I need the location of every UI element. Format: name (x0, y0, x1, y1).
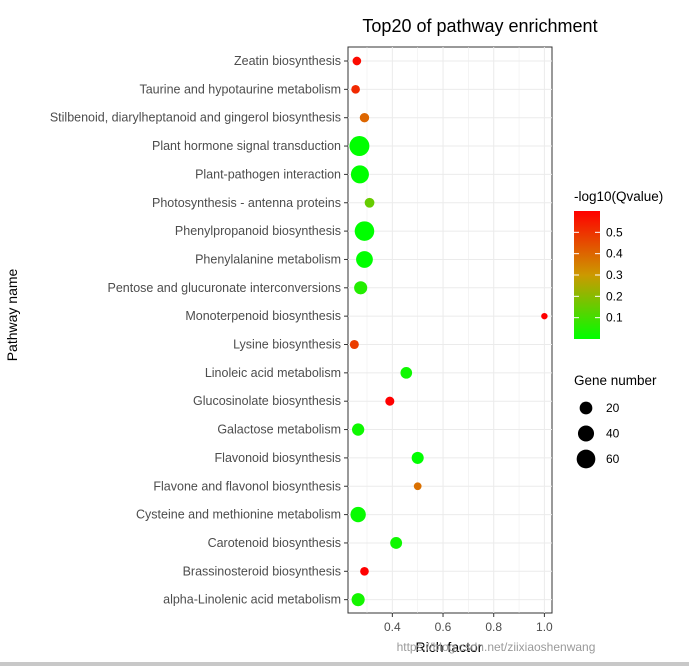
size-legend-dot (576, 449, 596, 469)
y-tick-label: Glucosinolate biosynthesis (193, 394, 341, 408)
y-axis-labels: Zeatin biosynthesis Taurine and hypotauri… (50, 54, 348, 607)
x-axis-title: Rich factor (416, 639, 483, 655)
data-point (349, 339, 359, 350)
y-tick-label: Brassinosteroid biosynthesis (183, 564, 341, 578)
colorbar-tick-label: 0.1 (606, 311, 623, 325)
size-legend-dot (577, 425, 595, 442)
size-legend-title: Gene number (574, 373, 657, 388)
data-point (354, 281, 368, 295)
data-point (349, 136, 370, 157)
window-bottom-edge (0, 662, 689, 666)
y-tick-label: Flavone and flavonol biosynthesis (153, 479, 341, 493)
size-legend-label: 20 (606, 401, 620, 415)
data-point (351, 85, 360, 94)
data-point (390, 537, 403, 549)
y-tick-label: Taurine and hypotaurine metabolism (139, 82, 341, 96)
colorbar-tick-label: 0.2 (606, 289, 623, 303)
chart-title: Top20 of pathway enrichment (362, 16, 597, 36)
data-point (400, 367, 413, 379)
x-tick-label: 1.0 (536, 620, 553, 634)
x-axis-ticks: 0.4 0.6 0.8 1.0 (384, 613, 553, 634)
data-point (350, 506, 366, 523)
data-point (356, 251, 373, 268)
y-axis-title: Pathway name (4, 268, 20, 361)
plot-panel (347, 46, 553, 614)
data-point (411, 451, 424, 464)
data-point (541, 312, 548, 320)
size-legend-dot (579, 401, 593, 415)
y-tick-label: Phenylpropanoid biosynthesis (175, 224, 341, 238)
colorbar-tick-label: 0.3 (606, 268, 623, 282)
color-legend-title: -log10(Qvalue) (574, 189, 663, 204)
y-tick-label: Pentose and glucuronate interconversions (108, 281, 341, 295)
y-tick-label: Plant-pathogen interaction (195, 167, 341, 181)
data-point (360, 566, 369, 576)
data-point (350, 165, 369, 184)
y-tick-label: Flavonoid biosynthesis (215, 451, 341, 465)
y-tick-label: Monoterpenoid biosynthesis (185, 309, 341, 323)
y-tick-label: Phenylalanine metabolism (195, 252, 341, 266)
y-tick-label: Photosynthesis - antenna proteins (152, 196, 341, 210)
colorbar-tick-label: 0.4 (606, 247, 623, 261)
size-legend-label: 40 (606, 427, 620, 441)
data-point (351, 593, 365, 607)
y-tick-label: alpha-Linolenic acid metabolism (163, 593, 341, 607)
y-tick-label: Lysine biosynthesis (233, 338, 341, 352)
y-tick-label: Cysteine and methionine metabolism (136, 508, 341, 522)
size-legend-label: 60 (606, 452, 620, 466)
y-tick-label: Plant hormone signal transduction (152, 139, 341, 153)
data-point (359, 112, 370, 123)
data-point (413, 482, 422, 491)
y-tick-label: Linoleic acid metabolism (205, 366, 341, 380)
data-point (364, 197, 375, 208)
y-tick-label: Carotenoid biosynthesis (208, 536, 341, 550)
x-tick-label: 0.4 (384, 620, 401, 634)
y-tick-label: Galactose metabolism (217, 423, 341, 437)
size-legend-items: 20 40 60 (576, 401, 620, 469)
data-point (351, 423, 365, 436)
colorbar-tick-label: 0.5 (606, 225, 623, 239)
y-tick-label: Zeatin biosynthesis (234, 54, 341, 68)
data-point (354, 221, 375, 241)
data-point (352, 56, 362, 66)
data-points (349, 56, 548, 607)
grid (348, 47, 552, 613)
x-tick-label: 0.6 (435, 620, 452, 634)
colorbar-ticks: 0.5 0.4 0.3 0.2 0.1 (574, 225, 623, 325)
data-point (385, 396, 395, 406)
x-tick-label: 0.8 (485, 620, 502, 634)
watermark-text: https://blog.csdn.net/ziixiaoshenwang (397, 640, 596, 654)
y-tick-label: Stilbenoid, diarylheptanoid and gingerol… (50, 111, 341, 125)
